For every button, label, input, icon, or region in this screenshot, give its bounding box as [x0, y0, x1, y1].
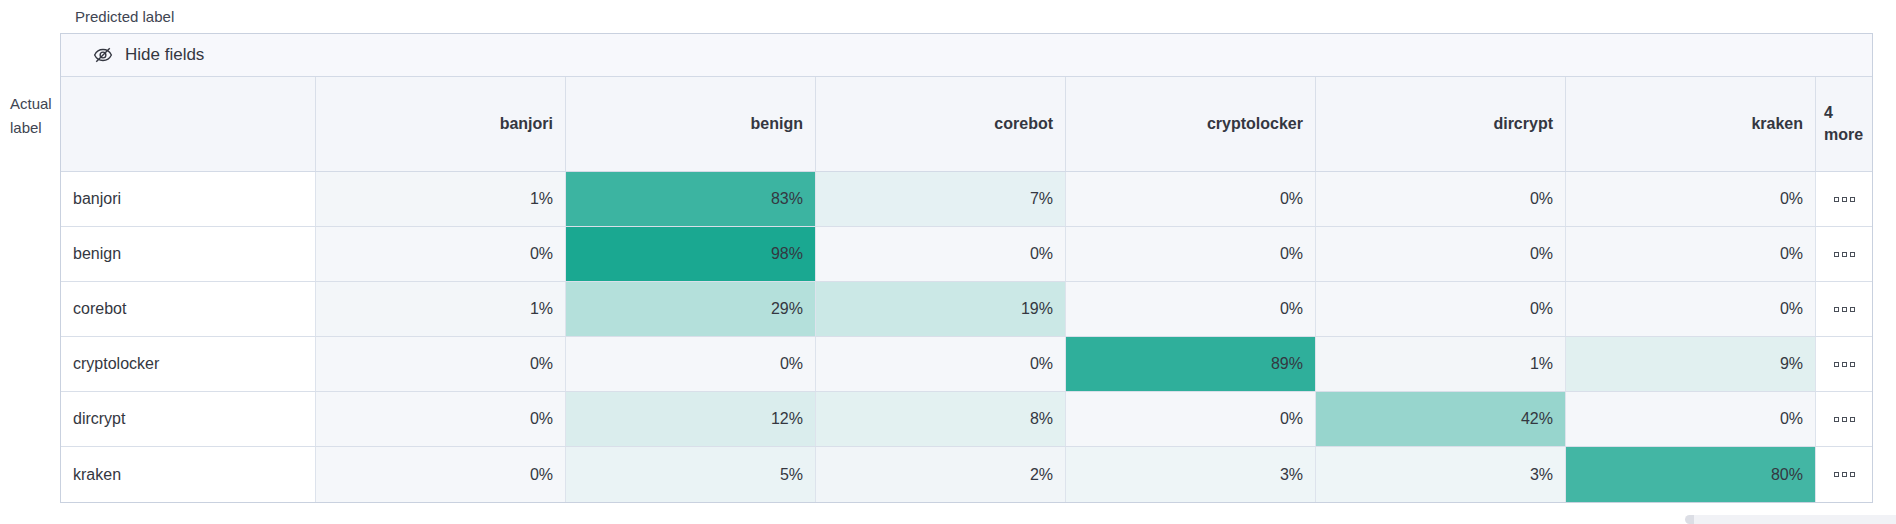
- matrix-cell-dircrypt-kraken: 0%: [1566, 392, 1816, 446]
- column-header-benign: benign: [566, 77, 816, 171]
- eye-closed-icon: [93, 45, 113, 65]
- matrix-cell-kraken-kraken: 80%: [1566, 447, 1816, 502]
- confusion-matrix-panel: Predicted label Actual label Hide fields…: [0, 0, 1896, 524]
- matrix-cell-kraken-benign: 5%: [566, 447, 816, 502]
- boxes-horizontal-icon[interactable]: [1830, 358, 1859, 371]
- confusion-matrix-grid: Hide fields banjoribenigncorebotcryptolo…: [60, 33, 1873, 503]
- matrix-cell-benign-benign: 98%: [566, 227, 816, 281]
- matrix-cell-benign-kraken: 0%: [1566, 227, 1816, 281]
- row-more-cell: [1816, 392, 1872, 446]
- matrix-cell-corebot-dircrypt: 0%: [1316, 282, 1566, 336]
- matrix-cell-benign-corebot: 0%: [816, 227, 1066, 281]
- header-corner-cell: [61, 77, 316, 171]
- matrix-cell-corebot-corebot: 19%: [816, 282, 1066, 336]
- column-header-cryptolocker: cryptolocker: [1066, 77, 1316, 171]
- matrix-cell-corebot-kraken: 0%: [1566, 282, 1816, 336]
- row-more-cell: [1816, 337, 1872, 391]
- row-label: corebot: [61, 282, 316, 336]
- matrix-cell-dircrypt-dircrypt: 42%: [1316, 392, 1566, 446]
- predicted-label-caption: Predicted label: [75, 8, 174, 25]
- actual-label-line2: label: [10, 116, 52, 140]
- boxes-horizontal-icon[interactable]: [1830, 248, 1859, 261]
- table-row-benign: benign0%98%0%0%0%0%: [61, 227, 1872, 282]
- boxes-horizontal-icon[interactable]: [1830, 303, 1859, 316]
- table-row-dircrypt: dircrypt0%12%8%0%42%0%: [61, 392, 1872, 447]
- boxes-horizontal-icon[interactable]: [1830, 413, 1859, 426]
- row-label: kraken: [61, 447, 316, 502]
- matrix-cell-corebot-banjori: 1%: [316, 282, 566, 336]
- boxes-horizontal-icon[interactable]: [1830, 468, 1859, 481]
- matrix-cell-banjori-banjori: 1%: [316, 172, 566, 226]
- matrix-cell-cryptolocker-dircrypt: 1%: [1316, 337, 1566, 391]
- horizontal-scrollbar[interactable]: [1685, 515, 1896, 524]
- matrix-cell-banjori-dircrypt: 0%: [1316, 172, 1566, 226]
- matrix-cell-kraken-dircrypt: 3%: [1316, 447, 1566, 502]
- row-more-cell: [1816, 282, 1872, 336]
- header-row: banjoribenigncorebotcryptolockerdircrypt…: [61, 77, 1872, 172]
- matrix-cell-banjori-cryptolocker: 0%: [1066, 172, 1316, 226]
- row-more-cell: [1816, 447, 1872, 502]
- matrix-cell-dircrypt-banjori: 0%: [316, 392, 566, 446]
- row-label: dircrypt: [61, 392, 316, 446]
- matrix-cell-corebot-benign: 29%: [566, 282, 816, 336]
- matrix-cell-benign-banjori: 0%: [316, 227, 566, 281]
- matrix-cell-cryptolocker-cryptolocker: 89%: [1066, 337, 1316, 391]
- hide-fields-label: Hide fields: [125, 45, 204, 65]
- column-header-kraken: kraken: [1566, 77, 1816, 171]
- matrix-cell-banjori-corebot: 7%: [816, 172, 1066, 226]
- matrix-cell-dircrypt-cryptolocker: 0%: [1066, 392, 1316, 446]
- matrix-cell-cryptolocker-benign: 0%: [566, 337, 816, 391]
- table-row-banjori: banjori1%83%7%0%0%0%: [61, 172, 1872, 227]
- matrix-cell-cryptolocker-corebot: 0%: [816, 337, 1066, 391]
- column-header-more: 4more: [1816, 77, 1872, 171]
- grid-toolbar: Hide fields: [61, 34, 1872, 77]
- row-more-cell: [1816, 227, 1872, 281]
- matrix-cell-cryptolocker-kraken: 9%: [1566, 337, 1816, 391]
- table-row-corebot: corebot1%29%19%0%0%0%: [61, 282, 1872, 337]
- boxes-horizontal-icon[interactable]: [1830, 193, 1859, 206]
- row-label: banjori: [61, 172, 316, 226]
- hide-fields-button[interactable]: Hide fields: [93, 45, 204, 65]
- matrix-cell-dircrypt-corebot: 8%: [816, 392, 1066, 446]
- matrix-cell-cryptolocker-banjori: 0%: [316, 337, 566, 391]
- matrix-cell-dircrypt-benign: 12%: [566, 392, 816, 446]
- matrix-cell-kraken-corebot: 2%: [816, 447, 1066, 502]
- table-row-kraken: kraken0%5%2%3%3%80%: [61, 447, 1872, 502]
- matrix-cell-benign-cryptolocker: 0%: [1066, 227, 1316, 281]
- row-label: cryptolocker: [61, 337, 316, 391]
- matrix-cell-benign-dircrypt: 0%: [1316, 227, 1566, 281]
- actual-label-caption: Actual label: [10, 92, 52, 140]
- row-label: benign: [61, 227, 316, 281]
- matrix-cell-banjori-kraken: 0%: [1566, 172, 1816, 226]
- matrix-cell-kraken-cryptolocker: 3%: [1066, 447, 1316, 502]
- column-header-corebot: corebot: [816, 77, 1066, 171]
- column-header-dircrypt: dircrypt: [1316, 77, 1566, 171]
- matrix-cell-kraken-banjori: 0%: [316, 447, 566, 502]
- actual-label-line1: Actual: [10, 92, 52, 116]
- matrix-cell-banjori-benign: 83%: [566, 172, 816, 226]
- column-header-banjori: banjori: [316, 77, 566, 171]
- matrix-cell-corebot-cryptolocker: 0%: [1066, 282, 1316, 336]
- matrix-body: banjori1%83%7%0%0%0%benign0%98%0%0%0%0%c…: [61, 172, 1872, 502]
- table-row-cryptolocker: cryptolocker0%0%0%89%1%9%: [61, 337, 1872, 392]
- row-more-cell: [1816, 172, 1872, 226]
